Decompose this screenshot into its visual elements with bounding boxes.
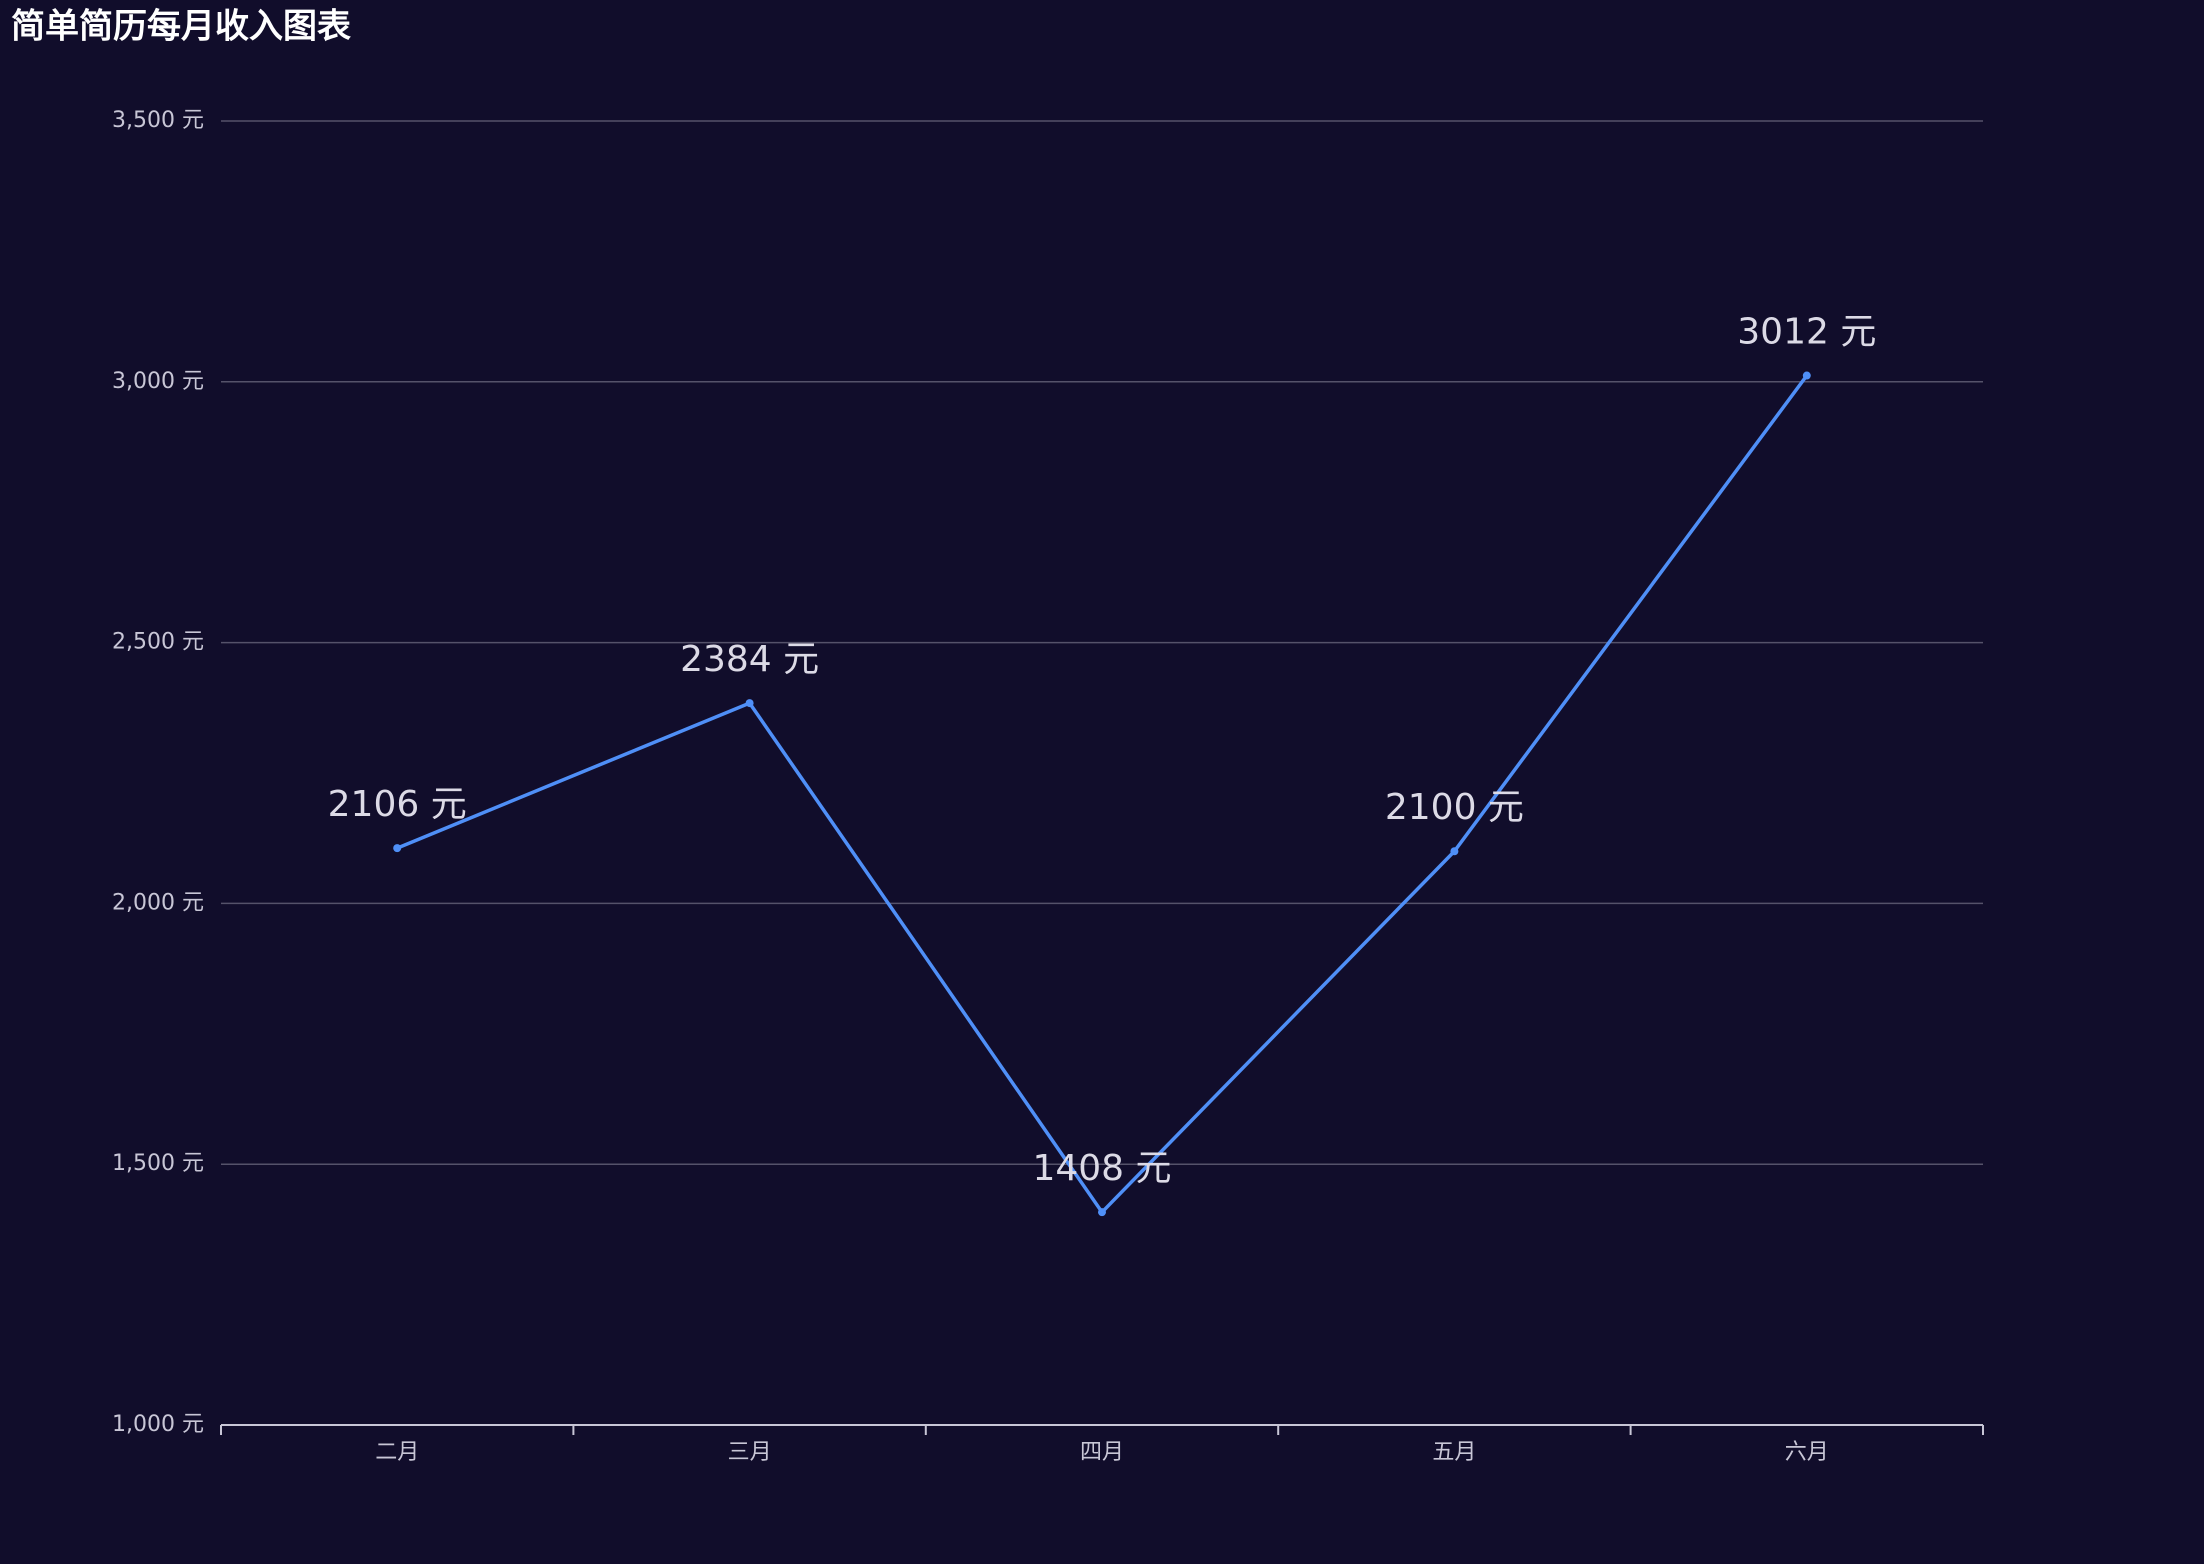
point xyxy=(1098,1208,1106,1217)
x-tick-label: 五月 xyxy=(1432,1440,1476,1465)
x-tick-label: 四月 xyxy=(1080,1440,1124,1465)
value-label: 2100 元 xyxy=(1385,787,1524,828)
y-tick-label: 2,000 元 xyxy=(112,890,204,915)
value-label: 2106 元 xyxy=(328,784,467,825)
y-tick-label: 3,000 元 xyxy=(112,369,204,394)
point xyxy=(1450,847,1459,856)
point xyxy=(745,699,754,708)
value-label: 2384 元 xyxy=(680,639,819,680)
x-tick-label: 六月 xyxy=(1785,1440,1829,1465)
x-tick-label: 三月 xyxy=(728,1440,772,1465)
point xyxy=(393,844,402,853)
point xyxy=(1802,371,1811,380)
value-label: 1408 元 xyxy=(1032,1148,1171,1189)
value-label: 3012 元 xyxy=(1737,312,1876,353)
y-tick-label: 3,500 元 xyxy=(112,108,204,133)
y-tick-label: 1,500 元 xyxy=(112,1151,204,1176)
x-tick-label: 二月 xyxy=(375,1440,419,1465)
chart-title: 简单简历每月收入图表 xyxy=(11,7,351,47)
y-tick-label: 2,500 元 xyxy=(112,630,204,655)
y-tick-label: 1,000 元 xyxy=(112,1412,204,1437)
